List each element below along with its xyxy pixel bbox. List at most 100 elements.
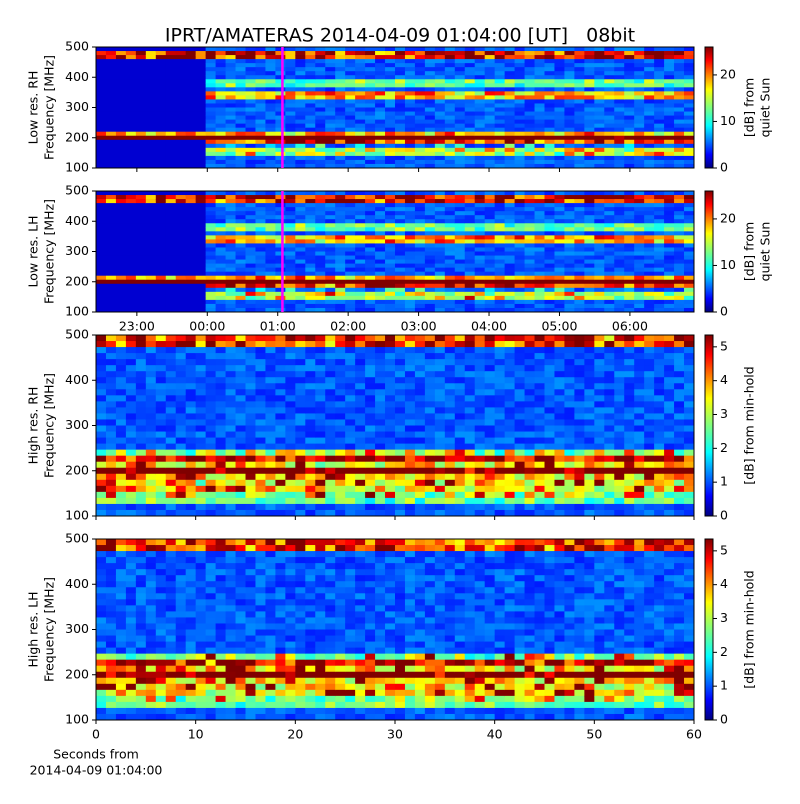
spectrogram-cell: [495, 55, 505, 60]
spectrogram-cell: [156, 304, 166, 309]
spectrogram-cell: [275, 450, 285, 457]
spectrogram-cell: [614, 136, 624, 141]
spectrogram-cell: [275, 156, 285, 161]
spectrogram-cell: [285, 191, 295, 196]
spectrogram-cell: [166, 227, 176, 232]
spectrogram-cell: [624, 215, 634, 220]
spectrogram-cell: [535, 292, 545, 297]
spectrogram-cell: [435, 95, 445, 100]
spectrogram-cell: [535, 272, 545, 277]
spectrogram-cell: [236, 91, 246, 96]
spectrogram-cell: [525, 284, 535, 289]
spectrogram-cell: [425, 219, 435, 224]
spectrogram-cell: [325, 239, 335, 244]
spectrogram-cell: [435, 116, 445, 121]
spectrogram-cell: [315, 191, 325, 196]
spectrogram-cell: [206, 419, 216, 426]
spectrogram-cell: [445, 247, 455, 252]
spectrogram-cell: [405, 444, 415, 451]
spectrogram-cell: [574, 112, 584, 117]
spectrogram-cell: [196, 152, 206, 157]
spectrogram-cell: [654, 243, 664, 248]
spectrogram-cell: [325, 335, 335, 342]
spectrogram-cell: [186, 288, 196, 293]
spectrogram-cell: [684, 136, 694, 141]
spectrogram-cell: [116, 160, 126, 165]
spectrogram-cell: [375, 468, 385, 475]
spectrogram-cell: [305, 71, 315, 76]
spectrogram-cell: [435, 156, 445, 161]
spectrogram-cell: [275, 63, 285, 68]
spectrogram-cell: [554, 156, 564, 161]
spectrogram-cell: [176, 219, 186, 224]
spectrogram-cell: [116, 207, 126, 212]
spectrogram-cell: [594, 91, 604, 96]
spectrogram-cell: [465, 59, 475, 64]
spectrogram-cell: [206, 191, 216, 196]
spectrogram-cell: [405, 304, 415, 309]
spectrogram-cell: [176, 191, 186, 196]
spectrogram-cell: [136, 280, 146, 285]
spectrogram-cell: [495, 389, 505, 396]
spectrogram-cell: [405, 112, 415, 117]
spectrogram-cell: [594, 223, 604, 228]
spectrogram-cell: [435, 71, 445, 76]
spectrogram-cell: [186, 401, 196, 408]
spectrogram-cell: [325, 383, 335, 390]
spectrogram-cell: [395, 456, 405, 463]
spectrogram-cell: [176, 347, 186, 354]
spectrogram-cell: [255, 300, 265, 305]
spectrogram-cell: [405, 51, 415, 56]
spectrogram-cell: [106, 160, 116, 165]
spectrogram-cell: [574, 103, 584, 108]
spectrogram-cell: [624, 95, 634, 100]
spectrogram-cell: [265, 268, 275, 273]
spectrogram-cell: [146, 75, 156, 80]
spectrogram-cell: [186, 365, 196, 372]
spectrogram-cell: [535, 284, 545, 289]
spectrogram-cell: [265, 347, 275, 354]
spectrogram-cell: [365, 359, 375, 366]
spectrogram-cell: [634, 160, 644, 165]
spectrogram-cell: [405, 120, 415, 125]
spectrogram-cell: [564, 288, 574, 293]
spectrogram-cell: [305, 413, 315, 420]
spectrogram-cell: [136, 462, 146, 469]
spectrogram-cell: [186, 474, 196, 481]
spectrogram-cell: [584, 112, 594, 117]
spectrogram-cell: [664, 300, 674, 305]
spectrogram-cell: [375, 231, 385, 236]
colorbar-label: [dB] from: [742, 78, 757, 137]
spectrogram-cell: [465, 227, 475, 232]
spectrogram-cell: [126, 95, 136, 100]
spectrogram-cell: [166, 59, 176, 64]
spectrogram-cell: [295, 195, 305, 200]
spectrogram-cell: [644, 87, 654, 92]
spectrogram-cell: [116, 95, 126, 100]
spectrogram-cell: [295, 160, 305, 165]
spectrogram-cell: [505, 292, 515, 297]
spectrogram-cell: [405, 347, 415, 354]
spectrogram-cell: [674, 227, 684, 232]
spectrogram-cell: [385, 124, 395, 129]
spectrogram-cell: [554, 71, 564, 76]
spectrogram-cell: [485, 199, 495, 204]
spectrogram-cell: [395, 207, 405, 212]
spectrogram-cell: [246, 264, 256, 269]
spectrogram-cell: [375, 140, 385, 145]
spectrogram-cell: [505, 256, 515, 261]
spectrogram-cell: [375, 276, 385, 281]
spectrogram-cell: [305, 365, 315, 372]
spectrogram-cell: [415, 341, 425, 348]
spectrogram-cell: [226, 272, 236, 277]
spectrogram-cell: [236, 407, 246, 414]
spectrogram-cell: [206, 304, 216, 309]
spectrogram-cell: [236, 247, 246, 252]
spectrogram-cell: [305, 59, 315, 64]
spectrogram-cell: [495, 71, 505, 76]
spectrogram-cell: [285, 136, 295, 141]
spectrogram-cell: [345, 247, 355, 252]
spectrogram-cell: [614, 144, 624, 149]
spectrogram-cell: [435, 59, 445, 64]
spectrogram-cell: [495, 504, 505, 511]
